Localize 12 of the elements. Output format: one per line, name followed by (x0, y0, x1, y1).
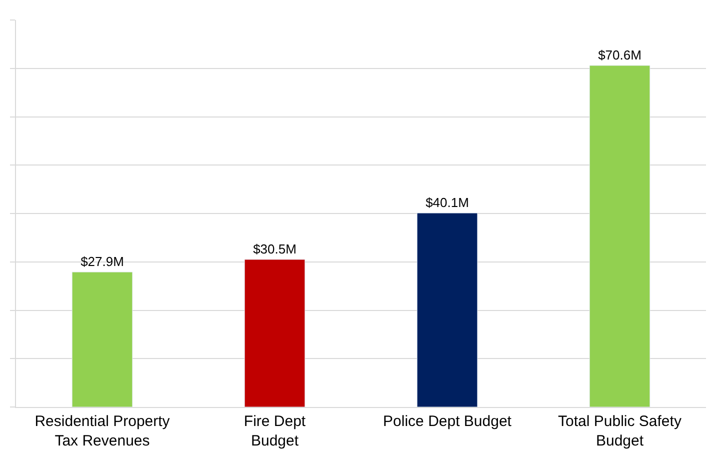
bar (589, 65, 650, 407)
x-tick-label: Police Dept Budget (383, 413, 512, 430)
data-label: $70.6M (598, 47, 642, 62)
data-label: $40.1M (426, 195, 469, 210)
data-label: $27.9M (80, 254, 124, 270)
data-label: $30.5M (253, 241, 296, 256)
x-tick-label: Residential Property Tax Revenues (34, 413, 170, 450)
x-tick-label: Total Public Safety Budget (558, 413, 682, 450)
bar (416, 212, 478, 407)
bar (72, 272, 133, 407)
bar (244, 259, 306, 407)
x-tick-label: Fire Dept Budget (244, 413, 306, 450)
